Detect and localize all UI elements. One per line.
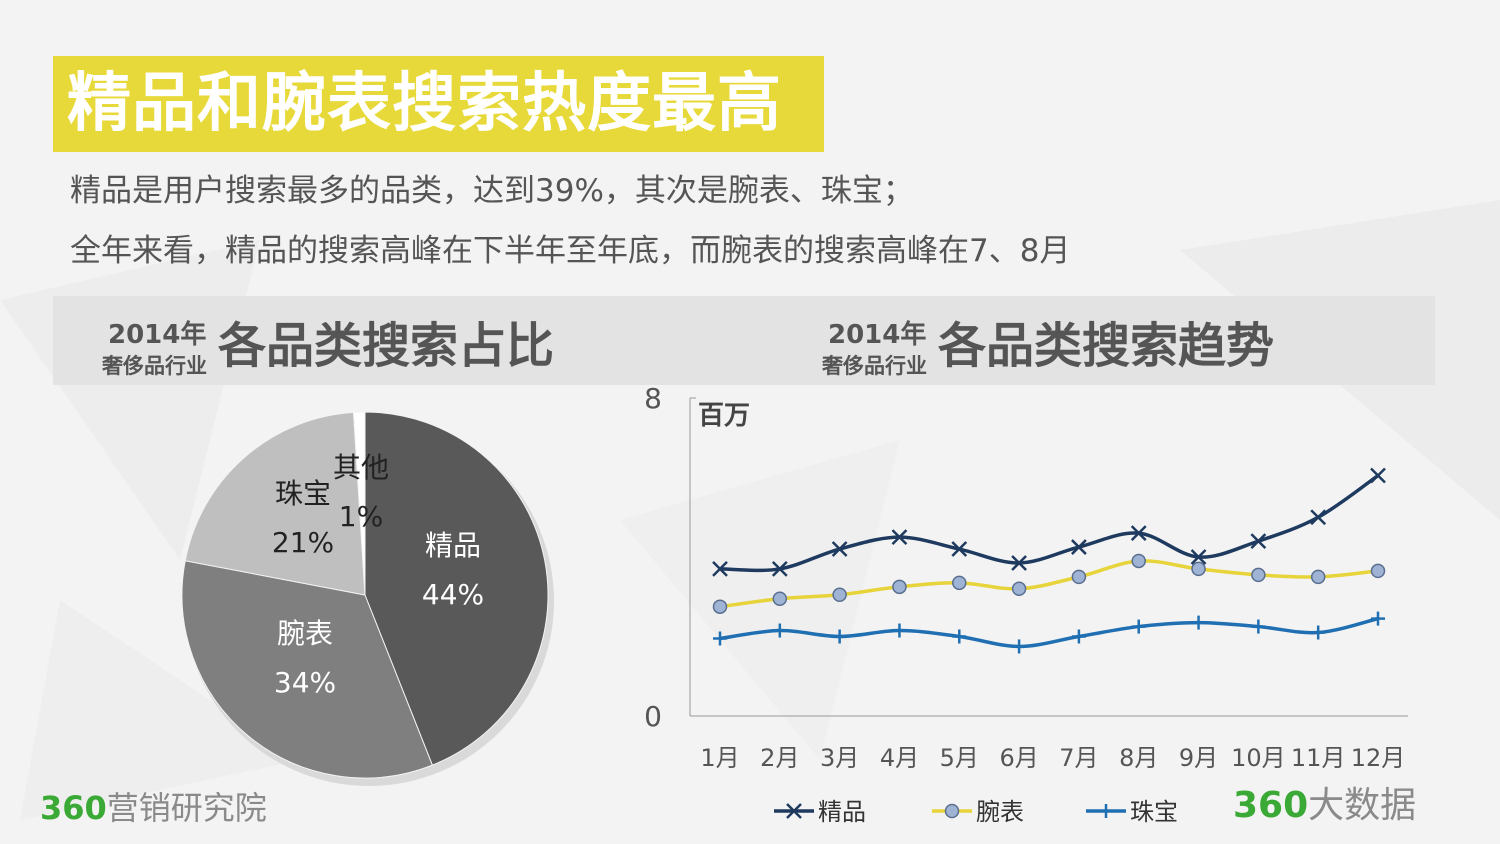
- series-1-point: [771, 561, 788, 577]
- x-tick-label: 2月: [760, 744, 799, 772]
- series-1-point: [1130, 525, 1147, 542]
- title-banner: 精品和腕表搜索热度最高: [53, 56, 824, 152]
- y-tick-label-8: 8: [644, 382, 662, 415]
- x-tick-label: 10月: [1231, 744, 1286, 772]
- logo-360-marketing-institute: 360营销研究院: [40, 788, 267, 828]
- series-2-point: [1310, 569, 1326, 585]
- pie-label-3: 珠宝: [275, 477, 331, 510]
- pie-panel-industry: 奢侈品行业: [102, 354, 207, 378]
- x-tick-label: 11月: [1291, 744, 1346, 772]
- pie-value-4: 1%: [339, 500, 383, 533]
- pie-slice-4: [352, 411, 366, 596]
- subtitle-line-2: 全年来看，精品的搜索高峰在下半年至年底，而腕表的搜索高峰在7、8月: [70, 233, 1071, 269]
- y-unit-label: 百万: [698, 401, 750, 431]
- x-tick-label: 7月: [1059, 744, 1098, 772]
- x-tick-label: 12月: [1351, 744, 1406, 772]
- series-3-point: [1311, 625, 1326, 640]
- series-line-2: [719, 559, 1379, 609]
- line-chart: 0 8 百万 1月 2月 3月 4月 5月 6月 7月 8月 9月 10月 11月 12月: [644, 382, 1408, 772]
- pie-panel-year: 2014年: [108, 320, 207, 350]
- legend-marker-2: [944, 803, 960, 819]
- logo-right-text: 大数据: [1308, 785, 1417, 826]
- series-3-point: [1251, 619, 1266, 634]
- series-3-point: [832, 629, 847, 644]
- x-tick-label: 9月: [1179, 744, 1218, 772]
- series-2-point: [712, 599, 728, 614]
- series-3-point: [1191, 615, 1206, 630]
- series-3-point: [892, 623, 907, 638]
- line-panel-year: 2014年: [828, 320, 927, 350]
- series-2-point: [1071, 569, 1087, 585]
- series-3-point: [1371, 611, 1385, 626]
- series-2-point: [1191, 561, 1206, 577]
- series-2-point: [952, 575, 967, 591]
- pie-label-4: 其他: [333, 451, 389, 484]
- series-3-point: [952, 629, 967, 644]
- series-1-point: [1190, 549, 1207, 565]
- y-tick-label-0: 0: [644, 700, 662, 733]
- line-panel-industry: 奢侈品行业: [822, 354, 927, 378]
- pie-label-1: 精品: [425, 529, 481, 562]
- series-3-point: [1071, 629, 1086, 644]
- logo-right-number: 360: [1233, 785, 1309, 826]
- series-2-point: [1131, 553, 1146, 569]
- series-1-point: [891, 529, 908, 546]
- pie-slice-3: [184, 411, 366, 596]
- x-tick-label: 1月: [700, 744, 739, 772]
- panel-title-band: [53, 296, 1435, 385]
- x-tick-label: 8月: [1119, 744, 1158, 772]
- subtitle-line-1: 精品是用户搜索最多的品类，达到39%，其次是腕表、珠宝；: [70, 173, 914, 209]
- series-2-point: [832, 587, 847, 603]
- series-line-1: [719, 474, 1380, 573]
- legend-marker-3: [1099, 804, 1113, 818]
- series-2-point: [892, 579, 907, 595]
- series-1-point: [951, 541, 968, 557]
- pie-chart: 精品 44% 腕表 34% 珠宝 21% 其他 1%: [181, 411, 554, 786]
- legend-label-3: 珠宝: [1130, 798, 1178, 826]
- x-tick-label: 4月: [880, 744, 919, 772]
- series-1-point: [1071, 539, 1087, 555]
- series-1-point: [831, 541, 848, 557]
- pie-slice-1: [364, 411, 549, 766]
- line-panel-heading: 各品类搜索趋势: [938, 318, 1275, 374]
- series-1-point: [712, 561, 728, 577]
- logo-left-text: 营销研究院: [106, 789, 267, 827]
- page-title: 精品和腕表搜索热度最高: [67, 67, 782, 141]
- series-2-point: [1011, 581, 1027, 597]
- series-2-point: [1370, 563, 1386, 579]
- series-line-3: [719, 616, 1379, 649]
- logo-left-number: 360: [40, 789, 107, 827]
- series-1-point: [1310, 509, 1327, 526]
- series-3-point: [713, 631, 727, 646]
- legend-marker-1: [786, 803, 802, 819]
- series-3-point: [772, 623, 787, 638]
- series-3-point: [1131, 619, 1146, 634]
- pie-value-2: 34%: [274, 666, 336, 699]
- pie-value-3: 21%: [272, 526, 334, 559]
- x-tick-label: 6月: [999, 744, 1038, 772]
- legend-label-2: 腕表: [976, 798, 1024, 826]
- logo-360-big-data: 360大数据: [1233, 784, 1416, 828]
- line-chart-legend: 精品 腕表 珠宝: [774, 798, 1178, 826]
- series-2-point: [1251, 567, 1266, 583]
- pie-value-1: 44%: [422, 578, 484, 611]
- series-1-point: [1250, 533, 1267, 549]
- x-tick-label: 5月: [940, 744, 979, 772]
- pie-panel-heading: 各品类搜索占比: [218, 318, 555, 374]
- series-1-point: [1370, 467, 1386, 484]
- pie-slice-2: [181, 560, 434, 779]
- x-tick-label: 3月: [820, 744, 859, 772]
- legend-label-1: 精品: [818, 798, 866, 826]
- series-1-point: [1011, 555, 1027, 571]
- series-3-point: [1012, 639, 1027, 654]
- pie-label-2: 腕表: [277, 617, 333, 650]
- series-2-point: [772, 591, 788, 606]
